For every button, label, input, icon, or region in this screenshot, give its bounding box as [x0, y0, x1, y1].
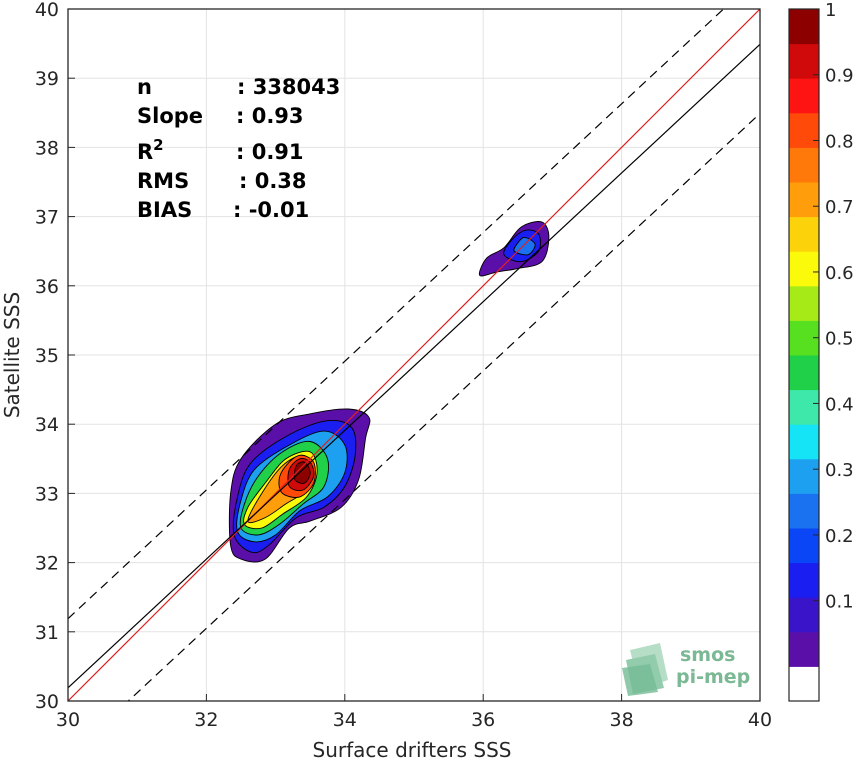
stat-value: : 0.93 — [236, 104, 304, 128]
colorbar-frame — [788, 8, 820, 702]
lower-bound-line — [127, 113, 760, 701]
logo-text-line1: smos — [680, 644, 735, 666]
stat-key: BIAS — [137, 198, 192, 222]
x-tick-label: 40 — [748, 709, 772, 731]
colorbar-segment — [789, 182, 819, 218]
stat-key: Slope — [137, 104, 203, 128]
colorbar-segment — [789, 562, 819, 598]
smos-pi-mep-logo: smos pi-mep — [622, 643, 750, 696]
colorbar-tick-label: 0.3 — [825, 460, 854, 481]
y-tick-label: 34 — [35, 414, 59, 436]
y-tick-label: 32 — [35, 553, 59, 575]
colorbar-tick-label: 0.6 — [825, 263, 854, 284]
x-axis-label: Surface drifters SSS — [313, 738, 512, 762]
colorbar-segment — [789, 666, 819, 702]
y-tick-label: 40 — [35, 0, 59, 21]
colorbar-segment — [789, 9, 819, 45]
y-tick-label: 39 — [35, 68, 59, 90]
y-tick-label: 36 — [35, 276, 59, 298]
x-tick-label: 38 — [610, 709, 634, 731]
colorbar-tick-label: 0.1 — [825, 592, 854, 613]
colorbar-tick-label: 1 — [825, 0, 836, 21]
identity-line — [68, 9, 760, 701]
y-tick-label: 37 — [35, 207, 59, 229]
grid — [67, 8, 761, 702]
colorbar-segment — [789, 78, 819, 114]
stat-value: : 0.91 — [236, 140, 304, 164]
colorbar-segment — [789, 355, 819, 391]
x-axis-ticks: 30 32 34 36 38 40 — [56, 694, 772, 731]
colorbar-segment — [789, 528, 819, 564]
x-tick-label: 34 — [333, 709, 357, 731]
logo-text-line2: pi-mep — [676, 666, 750, 688]
upper-bound-line — [68, 9, 725, 620]
logo-graphic-icon — [622, 643, 668, 696]
stat-value: : -0.01 — [233, 198, 309, 222]
y-tick-label: 38 — [35, 137, 59, 159]
colorbar-tick-label: 0.8 — [825, 131, 854, 152]
stat-key: RMS — [137, 169, 189, 193]
colorbar-segment — [789, 458, 819, 494]
reference-lines — [68, 9, 760, 701]
y-tick-label: 30 — [35, 691, 59, 713]
colorbar-segment — [789, 147, 819, 183]
colorbar-segment — [789, 216, 819, 252]
colorbar-segment — [789, 112, 819, 148]
colorbar-segment — [789, 43, 819, 79]
x-tick-label: 36 — [471, 709, 495, 731]
colorbar-tick-label: 0.9 — [825, 66, 854, 87]
stat-value: : 338043 — [237, 75, 340, 99]
y-tick-label: 31 — [35, 622, 59, 644]
colorbar-segment — [789, 285, 819, 321]
colorbar-tick-label: 0.2 — [825, 526, 854, 547]
colorbar-segment — [789, 493, 819, 529]
colorbar-tick-label: 0.4 — [825, 394, 854, 415]
colorbar: 0.1 0.2 0.3 0.4 0.5 0.6 0.7 0.8 0.9 1 — [788, 0, 854, 702]
colorbar-tick-label: 0.5 — [825, 329, 854, 350]
colorbar-segment — [789, 389, 819, 425]
stat-value: : 0.38 — [239, 169, 307, 193]
stat-key: n — [137, 75, 152, 99]
x-tick-label: 30 — [56, 709, 80, 731]
y-tick-label: 33 — [35, 483, 59, 505]
regression-line — [68, 43, 760, 689]
y-axis-label: Satellite SSS — [0, 292, 24, 418]
colorbar-segment — [789, 424, 819, 460]
y-axis-ticks: 30 31 32 33 34 35 36 37 38 39 40 — [35, 0, 75, 713]
colorbar-tick-label: 0.7 — [825, 197, 854, 218]
y-tick-label: 35 — [35, 345, 59, 367]
density-contour-level — [293, 461, 311, 484]
colorbar-segment — [789, 631, 819, 667]
colorbar-segment — [789, 251, 819, 287]
x-tick-label: 32 — [194, 709, 218, 731]
colorbar-segment — [789, 597, 819, 633]
